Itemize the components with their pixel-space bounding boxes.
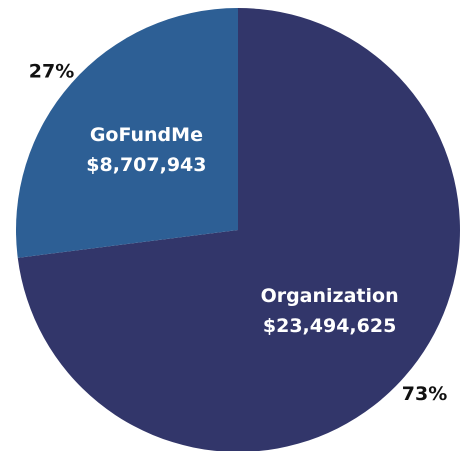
amount-label: $23,494,625 [263, 315, 396, 337]
pie-slice [15, 8, 238, 258]
amount-label: $8,707,943 [86, 154, 206, 176]
percent-label: 27% [29, 61, 74, 83]
pie-slice [17, 8, 460, 451]
percent-label: 73% [402, 383, 447, 405]
slice-label: GoFundMe [90, 124, 203, 146]
slice-label: Organization [261, 285, 399, 307]
